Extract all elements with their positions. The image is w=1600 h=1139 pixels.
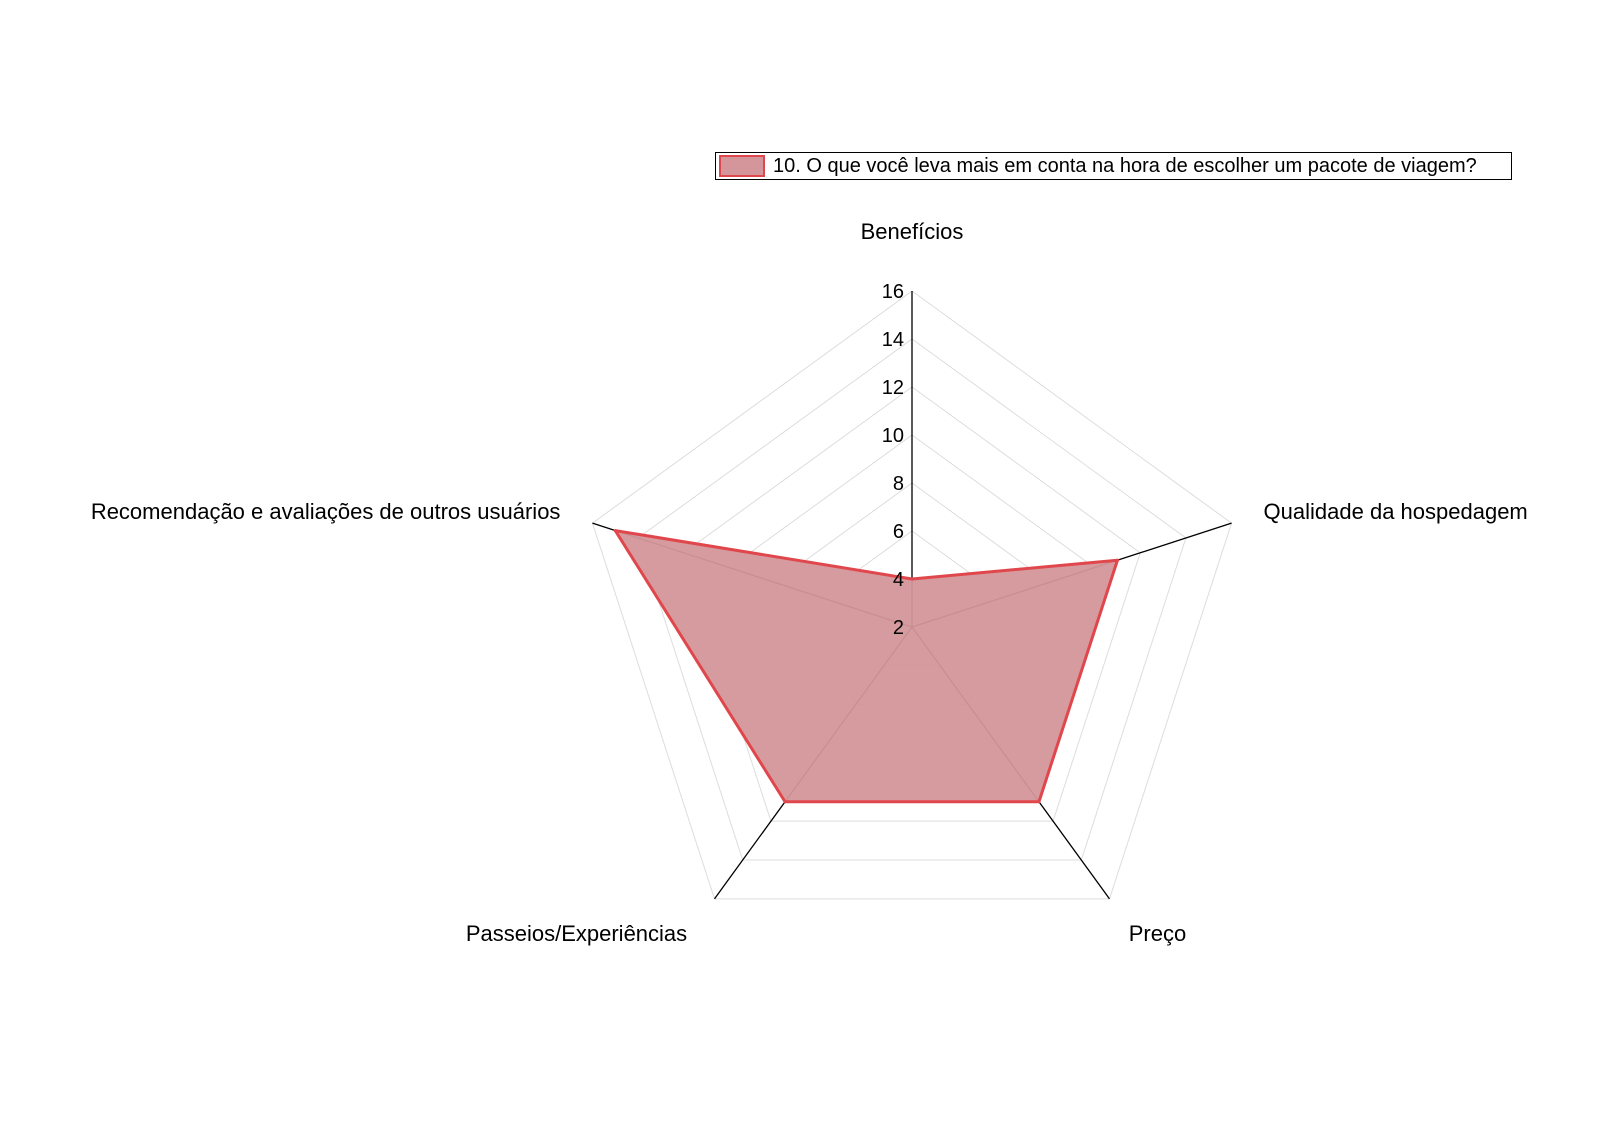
category-label-2: Preço	[1129, 921, 1186, 946]
legend: 10. O que você leva mais em conta na hor…	[715, 152, 1512, 180]
category-label-1: Qualidade da hospedagem	[1264, 499, 1528, 524]
grid-ring-16	[591, 290, 1233, 900]
legend-label: 10. O que você leva mais em conta na hor…	[773, 154, 1477, 177]
category-label-0: Benefícios	[861, 219, 964, 244]
data-point-1	[1115, 558, 1119, 562]
data-point-4	[613, 529, 617, 533]
tick-label-10: 10	[882, 425, 904, 447]
category-label-3: Passeios/Experiências	[466, 921, 687, 946]
tick-label-16: 16	[882, 281, 904, 303]
data-point-3	[783, 800, 787, 804]
tick-label-8: 8	[893, 473, 904, 495]
tick-label-14: 14	[882, 329, 904, 351]
tick-label-12: 12	[882, 377, 904, 399]
legend-swatch	[719, 155, 765, 177]
grid-ring-14	[637, 338, 1187, 861]
tick-label-2: 2	[893, 617, 904, 639]
data-point-2	[1037, 800, 1041, 804]
data-point-0	[910, 577, 914, 581]
tick-label-6: 6	[893, 521, 904, 543]
tick-label-4: 4	[893, 569, 904, 591]
category-label-4: Recomendação e avaliações de outros usuá…	[91, 499, 561, 524]
grid-ring-12	[683, 386, 1141, 822]
series-area-0	[613, 529, 1119, 804]
